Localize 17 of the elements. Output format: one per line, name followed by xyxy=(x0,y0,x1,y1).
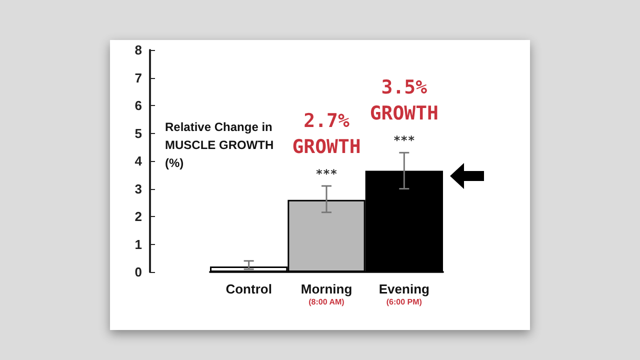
x-tick-label: Evening (6:00 PM) xyxy=(378,282,430,306)
y-tick-label: 8 xyxy=(134,42,142,58)
annotation: 3.5% GROWTH xyxy=(370,76,438,125)
y-tick-label: 7 xyxy=(134,70,142,86)
annotation: *** xyxy=(316,166,338,181)
y-tick-label: 1 xyxy=(134,236,142,252)
x-tick-label: Control xyxy=(226,282,272,296)
y-tick-label: 6 xyxy=(134,98,142,113)
x-tick-label: Morning (8:00 AM) xyxy=(300,282,352,306)
y-tick-label: 2 xyxy=(134,209,142,224)
annotation: *** xyxy=(393,134,416,148)
y-tick-label: 3 xyxy=(134,181,142,196)
y-axis-title: Relative Change in MUSCLE GROWTH (%) xyxy=(165,120,274,170)
y-tick-label: 5 xyxy=(134,126,142,141)
y-tick-label: 4 xyxy=(134,154,143,168)
annotation: 2.7% GROWTH xyxy=(292,110,361,158)
y-tick-label: 0 xyxy=(134,264,142,280)
